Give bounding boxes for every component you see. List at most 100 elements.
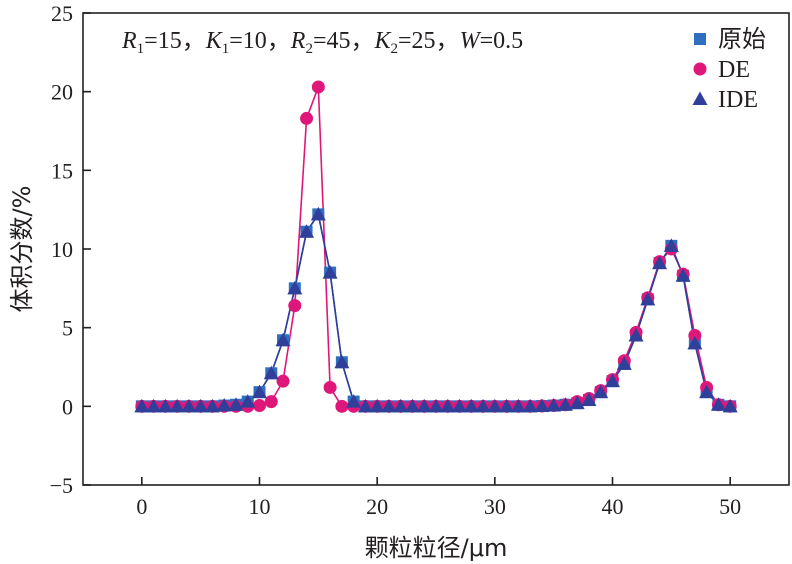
annotation-part: =25，: [398, 28, 460, 54]
x-tick-label: 50: [719, 494, 741, 519]
data-point-ide: [181, 398, 197, 413]
data-point-de: [688, 329, 702, 343]
annotation-part: 2: [305, 41, 313, 57]
legend-label: IDE: [718, 87, 758, 113]
data-point-ide: [640, 291, 656, 306]
data-point-ide: [475, 398, 491, 413]
data-point-ide: [452, 398, 468, 413]
data-point-ide: [546, 398, 562, 412]
data-point-ide: [228, 397, 244, 411]
data-point-ide: [652, 255, 668, 270]
y-tick-label: 20: [51, 80, 73, 105]
series-markers-de: [135, 80, 737, 413]
data-point-ide: [216, 398, 232, 412]
data-point-ide: [369, 398, 385, 413]
annotation-part: 1: [137, 41, 145, 57]
annotation-part: =15，: [144, 28, 206, 54]
data-point-ide: [499, 398, 515, 413]
data-point-ide: [416, 398, 432, 413]
parameter-annotation: R1​=15，K1​=10，R2​=45，K2​=25，W=0.5: [121, 28, 523, 57]
data-point-de: [264, 395, 278, 409]
series-markers-ide: [134, 206, 738, 413]
data-point-ide: [275, 332, 291, 347]
legend-marker: [694, 33, 706, 45]
data-point-de: [288, 299, 302, 313]
x-tick-label: 40: [602, 494, 624, 519]
data-point-ide: [663, 238, 679, 252]
data-point-ide: [393, 398, 409, 413]
data-point-ide: [581, 392, 597, 407]
data-point-ide: [157, 398, 173, 413]
annotation-part: =10，: [229, 28, 291, 54]
y-tick-label: 15: [51, 158, 73, 183]
data-point-ide: [240, 394, 256, 408]
data-point-ide: [510, 398, 526, 413]
series-markers-original: [135, 208, 737, 413]
data-point-de: [323, 380, 337, 394]
data-point-ide: [252, 384, 267, 399]
data-point-de: [300, 111, 314, 125]
data-point-ide: [134, 398, 150, 413]
y-axis-title: 体积分数/%: [8, 186, 36, 313]
x-axis-title: 颗粒粒径/μm: [365, 534, 508, 562]
data-point-ide: [616, 356, 632, 370]
data-point-ide: [263, 365, 279, 380]
data-point-ide: [522, 398, 538, 413]
y-tick-label: −5: [50, 473, 73, 498]
annotation-part: K: [374, 28, 393, 54]
series-line-original: [141, 212, 731, 408]
data-point-ide: [146, 398, 162, 413]
data-point-ide: [334, 354, 350, 369]
data-point-ide: [687, 335, 703, 350]
y-tick-label: 5: [62, 316, 73, 341]
data-point-ide: [463, 398, 479, 413]
annotation-part: =0.5: [480, 28, 524, 54]
data-point-ide: [593, 384, 609, 399]
data-point-ide: [169, 398, 185, 413]
data-point-ide: [346, 394, 362, 408]
data-point-ide: [204, 398, 220, 413]
data-point-ide: [404, 398, 420, 413]
plot-frame: [82, 12, 790, 486]
series-line-ide: [141, 212, 731, 408]
data-point-de: [253, 399, 266, 413]
data-point-ide: [299, 224, 315, 238]
data-point-ide: [569, 395, 585, 410]
annotation-part: 2: [391, 41, 399, 57]
data-point-ide: [699, 384, 715, 399]
annotation-part: =45，: [313, 28, 375, 54]
data-point-ide: [310, 206, 326, 221]
data-point-ide: [487, 398, 503, 413]
legend-label: DE: [718, 57, 750, 83]
x-tick-label: 0: [136, 494, 147, 519]
annotation-part: R: [290, 28, 306, 54]
annotation-part: R: [121, 28, 137, 54]
legend-marker: [693, 62, 707, 76]
data-point-ide: [381, 398, 397, 413]
x-tick-label: 30: [484, 494, 506, 519]
data-point-ide: [322, 265, 338, 279]
data-point-ide: [557, 397, 573, 411]
y-tick-label: 25: [51, 1, 73, 26]
data-point-de: [276, 374, 290, 388]
data-point-ide: [357, 398, 373, 413]
annotation-part: K: [205, 28, 224, 54]
data-point-ide: [534, 398, 550, 413]
data-point-ide: [722, 398, 738, 413]
data-point-ide: [287, 280, 303, 295]
annotation-part: 1: [222, 41, 230, 57]
y-tick-label: 10: [51, 237, 73, 262]
data-point-ide: [428, 398, 444, 413]
x-tick-label: 20: [366, 494, 388, 519]
data-point-ide: [440, 398, 456, 413]
tick-labels: 0 10 20 30 40 50 −5 0 5 10 15 20 25: [50, 1, 742, 519]
series-lines: [141, 86, 731, 408]
legend: 原始 DE IDE: [692, 26, 766, 113]
series-markers: [134, 80, 738, 413]
legend-marker: [692, 91, 708, 105]
series-line-de: [141, 86, 731, 408]
data-point-ide: [605, 373, 620, 388]
axis-ticks: [83, 12, 731, 486]
data-point-de: [335, 399, 349, 413]
legend-label: 原始: [718, 26, 766, 53]
